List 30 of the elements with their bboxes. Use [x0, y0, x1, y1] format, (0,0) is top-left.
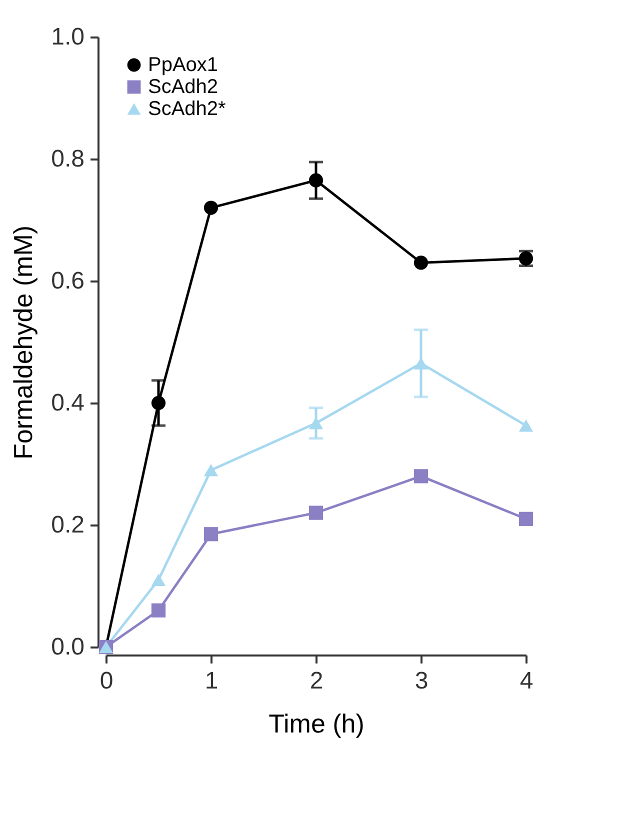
- point: [518, 512, 534, 526]
- y-axis-title: Formaldehyde (mM): [8, 225, 38, 460]
- y-tick-label: 0.2: [51, 512, 84, 538]
- x-tick-label: 3: [414, 668, 428, 694]
- y-tick-label: 0.0: [51, 634, 84, 660]
- point: [151, 603, 166, 618]
- point: [308, 506, 324, 520]
- point: [414, 357, 428, 370]
- y-tick-label: 0.4: [51, 390, 84, 416]
- y-tick-label: 0.8: [51, 146, 84, 172]
- y-tick-label: 0.6: [51, 268, 84, 294]
- point: [204, 464, 218, 476]
- x-tick-label: 2: [310, 668, 324, 694]
- legend-label: ScAdh2: [148, 76, 218, 98]
- point: [518, 419, 534, 432]
- point: [204, 527, 218, 542]
- x-tick-label: 0: [100, 668, 114, 694]
- point: [414, 469, 428, 484]
- point: [204, 200, 218, 215]
- point: [308, 417, 324, 430]
- legend-label: ScAdh2*: [148, 98, 226, 120]
- point: [308, 173, 324, 188]
- x-axis-title: Time (h): [268, 708, 364, 738]
- x-tick-label: 1: [204, 668, 218, 694]
- point: [414, 256, 428, 270]
- point: [151, 396, 166, 410]
- x-tick-label: 4: [520, 668, 534, 694]
- legend-label: PpAox1: [148, 54, 218, 76]
- y-tick-label: 1.0: [51, 24, 84, 50]
- point: [151, 574, 166, 586]
